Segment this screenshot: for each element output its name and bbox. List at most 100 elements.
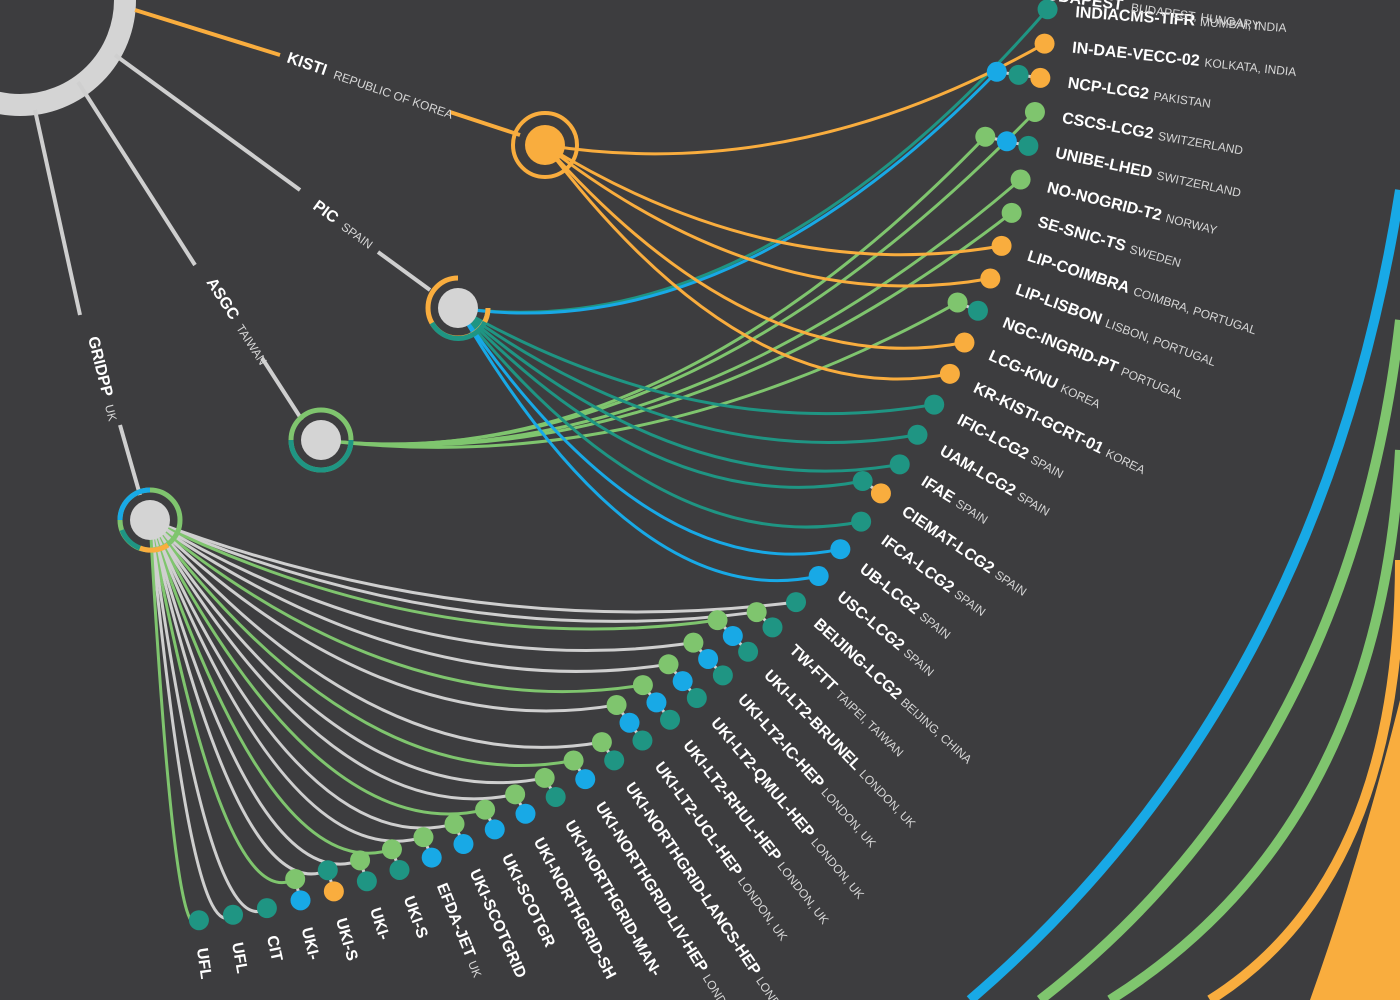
- site-dot[interactable]: [967, 300, 988, 321]
- site-dot[interactable]: [285, 868, 306, 889]
- site-dot[interactable]: [939, 363, 960, 384]
- site-dot[interactable]: [889, 454, 910, 475]
- outer-ring-green: [1036, 319, 1400, 1000]
- site-dot[interactable]: [746, 602, 767, 623]
- site-dot[interactable]: [686, 687, 707, 708]
- spoke-kisti: [449, 110, 521, 137]
- tier1-node-asgc[interactable]: [288, 407, 354, 473]
- site-dot[interactable]: [986, 61, 1007, 82]
- site-dot[interactable]: [356, 871, 377, 892]
- site-dot[interactable]: [762, 617, 783, 638]
- site-dot[interactable]: [672, 671, 693, 692]
- site-connection-curve: [149, 518, 694, 653]
- site-dot[interactable]: [658, 654, 679, 675]
- tier1-node-pic[interactable]: [425, 275, 491, 341]
- site-dot[interactable]: [515, 803, 536, 824]
- site-name: UFL: [228, 941, 250, 975]
- site-dot[interactable]: [660, 709, 681, 730]
- site-dot[interactable]: [907, 424, 928, 445]
- site-dot[interactable]: [1018, 135, 1039, 156]
- site-dot[interactable]: [475, 799, 496, 820]
- site-name: CIT: [263, 934, 285, 963]
- site-dot[interactable]: [924, 394, 945, 415]
- site-dot[interactable]: [1008, 64, 1029, 85]
- site-dot[interactable]: [421, 847, 442, 868]
- spoke-top: [134, 8, 281, 57]
- site-dot[interactable]: [444, 813, 465, 834]
- spoke-pic: [113, 53, 302, 192]
- site-connection-curve: [148, 519, 235, 920]
- site-dot[interactable]: [413, 827, 434, 848]
- spoke-gridpp: [33, 109, 82, 316]
- site-dot[interactable]: [290, 890, 311, 911]
- site-connection-curve: [148, 519, 268, 914]
- site-dot[interactable]: [350, 850, 371, 871]
- site-dot[interactable]: [1024, 101, 1045, 122]
- site-dot[interactable]: [954, 332, 975, 353]
- site-dot[interactable]: [223, 904, 244, 925]
- site-dot[interactable]: [1001, 202, 1022, 223]
- site-dot[interactable]: [563, 750, 584, 771]
- site-dot[interactable]: [947, 292, 968, 313]
- site-connection-curve: [544, 42, 1046, 156]
- site-dot[interactable]: [1034, 33, 1055, 54]
- site-dot[interactable]: [632, 675, 653, 696]
- site-dot[interactable]: [381, 839, 402, 860]
- site-connection-curve: [148, 519, 455, 830]
- site-dot[interactable]: [505, 784, 526, 805]
- outer-ring-green-2: [1107, 449, 1400, 1000]
- site-connection-curve: [148, 519, 486, 816]
- site-dot[interactable]: [707, 610, 728, 631]
- site-dot[interactable]: [722, 625, 743, 646]
- site-dot[interactable]: [545, 786, 566, 807]
- outer-ring-blue: [966, 189, 1400, 1000]
- site-dot[interactable]: [604, 750, 625, 771]
- site-dot[interactable]: [323, 881, 344, 902]
- site-dot[interactable]: [1030, 67, 1051, 88]
- site-dot[interactable]: [1037, 0, 1058, 20]
- site-dot[interactable]: [683, 632, 704, 653]
- site-dot[interactable]: [808, 566, 829, 587]
- site-dot[interactable]: [591, 732, 612, 753]
- site-dot[interactable]: [619, 712, 640, 733]
- site-dot[interactable]: [484, 819, 505, 840]
- site-dot[interactable]: [188, 910, 209, 931]
- site-dot[interactable]: [575, 769, 596, 790]
- site-dot[interactable]: [851, 511, 872, 532]
- site-dot[interactable]: [606, 694, 627, 715]
- site-dot[interactable]: [980, 268, 1001, 289]
- outer-ring-orange: [1310, 700, 1400, 1000]
- connection-curves: [148, 8, 1049, 926]
- site-dot[interactable]: [830, 539, 851, 560]
- site-dot[interactable]: [646, 692, 667, 713]
- spoke-asgc-2: [260, 356, 304, 422]
- site-label: UFL: [228, 941, 250, 975]
- site-dot[interactable]: [991, 235, 1012, 256]
- site-dot[interactable]: [389, 859, 410, 880]
- site-connection-curve: [457, 70, 998, 315]
- site-dot[interactable]: [870, 483, 891, 504]
- site-dot[interactable]: [975, 126, 996, 147]
- site-dot[interactable]: [317, 860, 338, 881]
- site-dot[interactable]: [534, 767, 555, 788]
- site-dot[interactable]: [996, 131, 1017, 152]
- tier1-node-kisti[interactable]: [511, 111, 579, 179]
- site-connection-curve: [148, 519, 296, 885]
- site-dot[interactable]: [698, 648, 719, 669]
- site-label: UFL: [193, 947, 214, 980]
- site-connection-curve: [149, 518, 669, 673]
- site-dot[interactable]: [632, 730, 653, 751]
- hub-spokes: [33, 8, 521, 496]
- site-dot[interactable]: [786, 592, 807, 613]
- site-dot[interactable]: [852, 471, 873, 492]
- spoke-gridpp-2: [118, 424, 142, 496]
- site-dot[interactable]: [1010, 169, 1031, 190]
- tier1-node-gridpp[interactable]: [117, 487, 183, 553]
- site-dot[interactable]: [453, 834, 474, 855]
- outer-ring-orange-thin: [1207, 559, 1400, 1000]
- site-dot[interactable]: [738, 641, 759, 662]
- site-dot[interactable]: [256, 898, 277, 919]
- site-connection-curve: [544, 143, 991, 288]
- site-dot[interactable]: [712, 665, 733, 686]
